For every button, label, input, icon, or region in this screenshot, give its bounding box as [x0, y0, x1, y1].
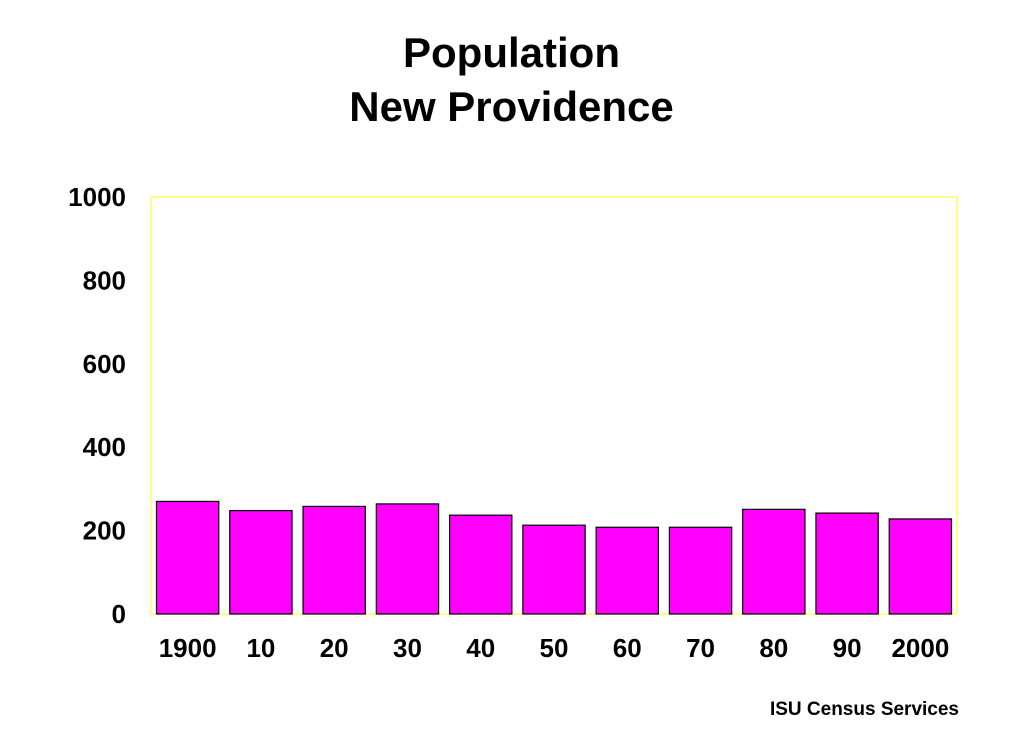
y-tick-label: 600 [83, 349, 126, 379]
y-tick-label: 200 [83, 516, 126, 546]
y-axis-ticks: 0 200 400 600 800 1000 [68, 182, 126, 629]
x-tick-label: 10 [246, 633, 275, 663]
x-tick-label: 70 [686, 633, 715, 663]
bar-2000 [888, 518, 953, 615]
x-tick-label: 50 [540, 633, 569, 663]
bar-90 [815, 512, 879, 615]
chart-title: Population [403, 29, 620, 76]
y-tick-label: 0 [112, 599, 126, 629]
x-tick-label: 2000 [891, 633, 949, 663]
y-tick-label: 800 [83, 265, 126, 295]
x-tick-label: 60 [613, 633, 642, 663]
x-tick-label: 1900 [159, 633, 217, 663]
bar-10 [229, 509, 293, 615]
x-tick-label: 30 [393, 633, 422, 663]
chart-title-block: Population New Providence [0, 26, 1023, 134]
x-axis-ticks: 1900 10 20 30 40 50 60 70 80 90 2000 [159, 633, 950, 663]
bar-80 [742, 508, 806, 615]
x-tick-label: 40 [466, 633, 495, 663]
source-credit: ISU Census Services [769, 699, 959, 720]
y-tick-label: 400 [83, 432, 126, 462]
bar-50 [522, 524, 586, 615]
y-tick-label: 1000 [68, 182, 126, 212]
x-tick-label: 20 [320, 633, 349, 663]
x-tick-label: 90 [833, 633, 862, 663]
bars [155, 500, 953, 615]
bar-60 [595, 526, 660, 615]
bar-30 [375, 503, 440, 615]
x-tick-label: 80 [759, 633, 788, 663]
bar-20 [302, 505, 366, 615]
bar-70 [668, 526, 733, 615]
chart-subtitle: New Providence [349, 83, 674, 130]
bar-40 [448, 514, 513, 615]
bar-1900 [155, 500, 220, 615]
